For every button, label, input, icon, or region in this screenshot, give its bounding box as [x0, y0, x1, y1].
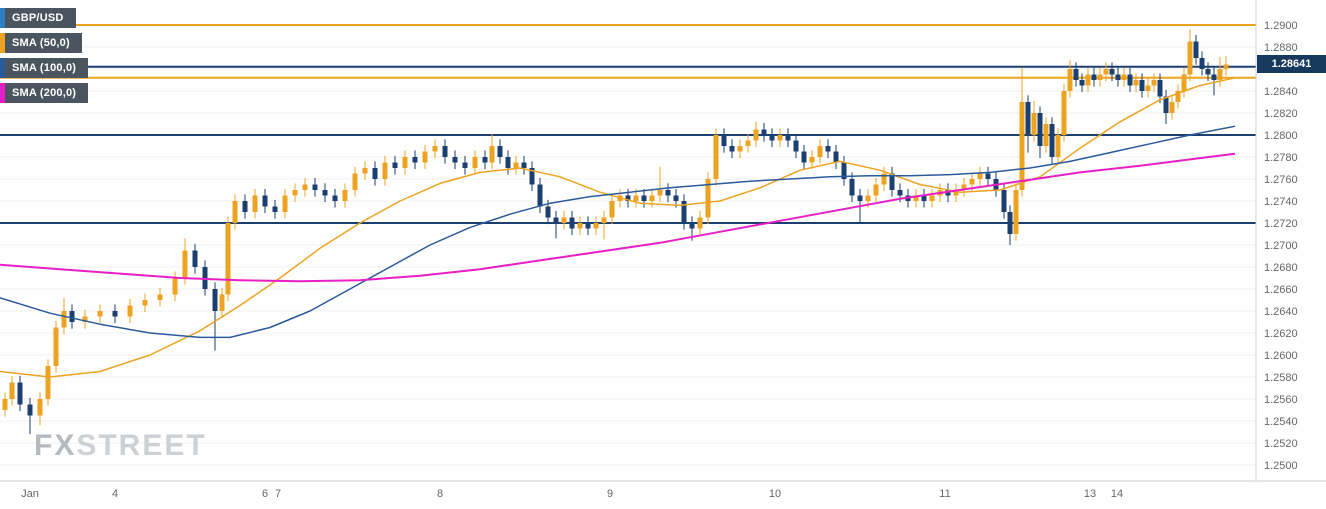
svg-text:Jan: Jan: [21, 488, 39, 500]
current-price-label: 1.28641: [1257, 55, 1326, 74]
svg-text:1.2700: 1.2700: [1264, 240, 1298, 252]
svg-text:1.2780: 1.2780: [1264, 152, 1298, 164]
svg-text:1.2840: 1.2840: [1264, 86, 1298, 98]
legend-sma50[interactable]: SMA (50,0): [0, 33, 82, 53]
svg-text:9: 9: [607, 488, 613, 500]
svg-text:1.2560: 1.2560: [1264, 394, 1298, 406]
svg-text:6: 6: [262, 488, 268, 500]
svg-text:1.2620: 1.2620: [1264, 328, 1298, 340]
svg-text:7: 7: [275, 488, 281, 500]
svg-text:1.2640: 1.2640: [1264, 306, 1298, 318]
svg-text:14: 14: [1111, 488, 1123, 500]
svg-text:1.2520: 1.2520: [1264, 438, 1298, 450]
svg-text:1.2740: 1.2740: [1264, 196, 1298, 208]
svg-text:13: 13: [1084, 488, 1096, 500]
fxstreet-watermark-logo: FXSTREET: [34, 431, 207, 461]
svg-text:1.2660: 1.2660: [1264, 284, 1298, 296]
legend-sma200[interactable]: SMA (200,0): [0, 83, 89, 103]
svg-text:11: 11: [939, 488, 950, 500]
svg-text:1.2580: 1.2580: [1264, 372, 1298, 384]
svg-text:1.2880: 1.2880: [1264, 42, 1298, 54]
svg-text:1.2680: 1.2680: [1264, 262, 1298, 274]
svg-text:1.2820: 1.2820: [1264, 108, 1298, 120]
svg-text:1.2540: 1.2540: [1264, 416, 1298, 428]
svg-text:10: 10: [769, 488, 781, 500]
svg-text:1.2720: 1.2720: [1264, 218, 1298, 230]
svg-text:1.2800: 1.2800: [1264, 130, 1298, 142]
legend: GBP/USD SMA (50,0) SMA (100,0) SMA (200,…: [0, 8, 89, 108]
legend-sma100[interactable]: SMA (100,0): [0, 58, 89, 78]
svg-text:8: 8: [437, 488, 443, 500]
legend-symbol[interactable]: GBP/USD: [0, 8, 76, 28]
svg-text:1.2600: 1.2600: [1264, 350, 1298, 362]
watermark-fx-text: FX: [34, 429, 77, 462]
watermark-street-text: STREET: [76, 429, 207, 462]
svg-text:1.2760: 1.2760: [1264, 174, 1298, 186]
svg-text:4: 4: [112, 488, 118, 500]
svg-text:1.2900: 1.2900: [1264, 20, 1298, 32]
svg-text:1.2500: 1.2500: [1264, 460, 1298, 472]
